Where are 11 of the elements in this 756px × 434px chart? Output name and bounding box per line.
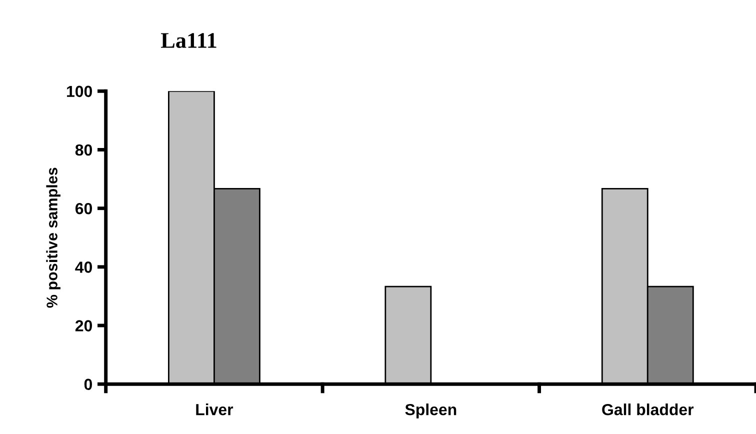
y-tick-label: 80 xyxy=(75,144,92,156)
x-tick-label: Spleen xyxy=(405,404,456,418)
chart-title: La111 xyxy=(160,33,216,48)
y-tick-label: 40 xyxy=(75,262,92,273)
x-tick-label: Liver xyxy=(196,404,234,416)
y-axis-title: % positive samples xyxy=(46,168,60,308)
y-tick-label: 20 xyxy=(75,320,92,332)
x-tick-label: Gall bladder xyxy=(602,404,694,416)
y-tick-label: 60 xyxy=(75,202,92,214)
y-tick-label: 100 xyxy=(67,86,92,98)
y-tick-label: 0 xyxy=(84,378,92,390)
